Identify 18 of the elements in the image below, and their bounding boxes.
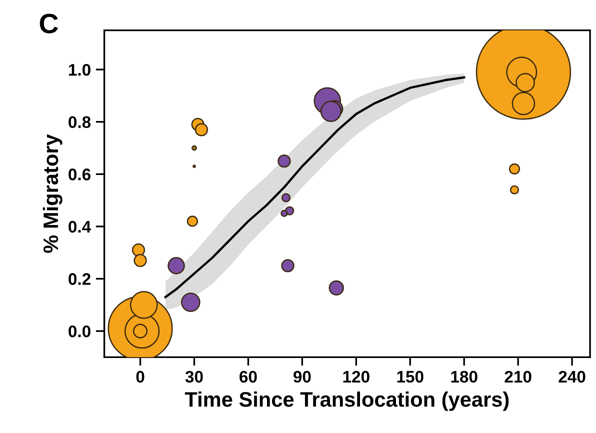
text: C [40, 14, 58, 34]
x-tick-label: 60 [240, 370, 257, 383]
y-axis-title: % Migratory [42, 134, 62, 253]
x-axis-title: Time Since Translocation (years) [184, 392, 509, 411]
y-tick-label: 1.0 [68, 64, 90, 76]
y-tick-label: 0.4 [68, 220, 92, 233]
x-tick-label: 240 [558, 370, 586, 383]
x-tick-label: 120 [343, 370, 370, 383]
x-tick-label: 30 [185, 370, 203, 383]
y-tick-label: 0.8 [68, 116, 91, 128]
x-tick-label: 0 [136, 370, 144, 383]
x-tick-label: 150 [397, 370, 424, 383]
x-tick-label: 210 [504, 370, 532, 383]
y-tick-label: 0.2 [68, 273, 90, 285]
y-tick-label: 0.0 [68, 325, 90, 338]
y-tick-label: 0.6 [68, 168, 91, 180]
x-tick-label: 180 [451, 370, 478, 383]
x-tick-label: 90 [294, 370, 311, 383]
